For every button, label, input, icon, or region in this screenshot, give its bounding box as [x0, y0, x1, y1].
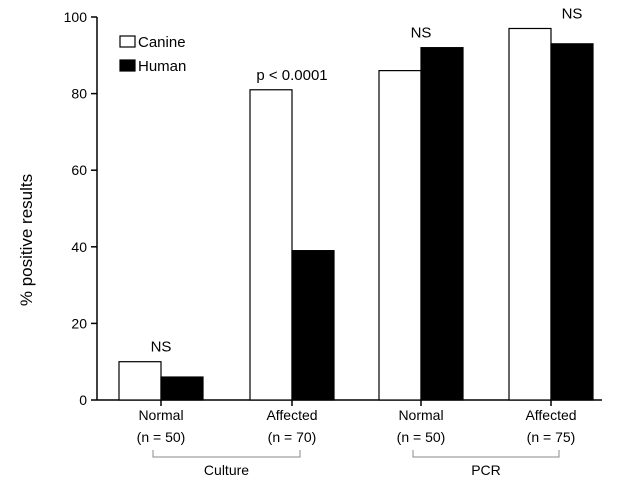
bar-canine-2	[378, 70, 422, 401]
y-axis-label: % positive results	[17, 174, 36, 306]
legend: Canine Human	[119, 34, 186, 75]
bar-canine-3	[508, 27, 552, 401]
annotation: NS	[151, 339, 172, 356]
bars	[118, 27, 594, 401]
legend-swatch-human	[119, 59, 136, 72]
bar-human-2	[420, 47, 464, 401]
x-tick-label: Normal	[138, 407, 183, 423]
bar-human-0	[160, 376, 204, 401]
group-bracket	[412, 450, 560, 458]
annotation: NS	[562, 5, 583, 22]
x-tick-label-n: (n = 50)	[397, 429, 446, 445]
y-tick-label: 20	[71, 315, 87, 331]
annotation: NS	[411, 25, 432, 42]
legend-label-canine: Canine	[138, 34, 186, 51]
x-tick-label-n: (n = 75)	[527, 429, 576, 445]
x-tick-label: Normal	[398, 407, 443, 423]
x-tick-label-n: (n = 70)	[268, 429, 317, 445]
group-label: Culture	[204, 462, 249, 478]
x-tick-label: Affected	[525, 407, 576, 423]
legend-label-human: Human	[138, 58, 186, 75]
x-axis-labels: Normal (n = 50) Affected (n = 70) Normal (n =…	[137, 407, 577, 478]
y-tick-label: 40	[71, 239, 87, 255]
bar-canine-0	[118, 361, 162, 401]
x-tick-label: Affected	[266, 407, 317, 423]
legend-swatch-canine	[119, 35, 136, 48]
annotation: p < 0.0001	[256, 67, 327, 84]
y-tick-label: 60	[71, 162, 87, 178]
bar-human-1	[291, 250, 335, 401]
bar-human-3	[550, 43, 594, 401]
bar-canine-1	[249, 89, 293, 401]
annotations: NS p < 0.0001 NS NS	[151, 5, 583, 355]
x-tick-label-n: (n = 50)	[137, 429, 186, 445]
group-label: PCR	[471, 462, 501, 478]
y-tick-label: 100	[64, 9, 88, 25]
y-tick-label: 0	[79, 392, 87, 408]
y-tick-label: 80	[71, 86, 87, 102]
group-bracket	[152, 450, 301, 458]
